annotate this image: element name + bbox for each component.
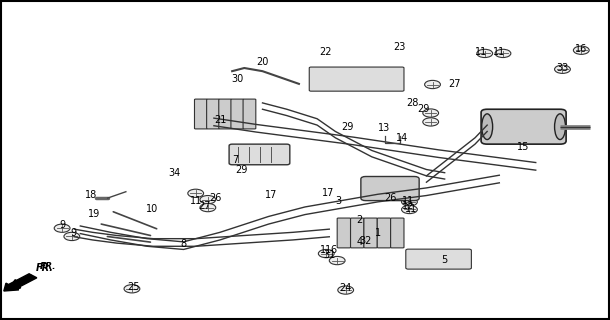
Text: 29: 29 [342,122,354,132]
Circle shape [401,198,417,206]
FancyBboxPatch shape [351,218,364,248]
Text: 9: 9 [70,228,76,238]
Text: 11: 11 [405,204,417,214]
FancyBboxPatch shape [219,99,232,129]
Circle shape [64,232,80,241]
Text: 11: 11 [402,196,414,206]
FancyBboxPatch shape [231,99,243,129]
Text: 8: 8 [181,239,187,249]
Text: 18: 18 [85,190,98,200]
FancyBboxPatch shape [195,99,207,129]
Ellipse shape [482,114,493,140]
Circle shape [573,46,589,54]
Text: 28: 28 [406,98,418,108]
Circle shape [318,250,334,258]
Text: 12: 12 [402,201,414,211]
Text: 31: 31 [323,250,336,260]
Text: 2: 2 [356,215,363,225]
Text: 6: 6 [331,245,337,255]
Text: 11: 11 [493,47,506,57]
Circle shape [200,196,216,204]
Text: 26: 26 [384,193,396,203]
Text: 29: 29 [417,104,429,114]
Circle shape [338,286,354,294]
Circle shape [200,204,216,212]
Circle shape [54,224,70,232]
Circle shape [423,109,439,117]
Text: 30: 30 [231,74,243,84]
Text: 27: 27 [448,79,461,89]
Circle shape [477,49,493,58]
FancyBboxPatch shape [481,109,566,144]
Circle shape [329,256,345,265]
Circle shape [495,49,511,58]
Text: 13: 13 [378,123,390,133]
Text: 11: 11 [475,47,487,57]
Text: 9: 9 [59,220,65,230]
FancyBboxPatch shape [390,218,404,248]
Text: 23: 23 [393,42,405,52]
Text: 10: 10 [146,204,158,214]
Circle shape [124,285,140,293]
Text: FR.: FR. [36,263,54,273]
Text: 5: 5 [442,255,448,265]
FancyBboxPatch shape [406,249,472,269]
Text: 15: 15 [517,142,530,152]
FancyArrow shape [4,274,37,291]
Text: 32: 32 [359,236,372,246]
Circle shape [425,80,440,89]
Text: 1: 1 [375,228,381,238]
FancyBboxPatch shape [243,99,256,129]
Text: 11: 11 [320,245,332,255]
Text: 17: 17 [265,190,278,200]
Text: 4: 4 [357,237,363,247]
Text: 24: 24 [340,284,352,293]
FancyBboxPatch shape [361,177,419,201]
FancyBboxPatch shape [337,218,351,248]
Circle shape [554,65,570,73]
Text: 26: 26 [209,193,221,203]
Text: 34: 34 [168,168,181,178]
FancyBboxPatch shape [207,99,220,129]
Text: 22: 22 [319,47,331,57]
Text: 21: 21 [214,115,226,125]
FancyBboxPatch shape [364,218,377,248]
FancyBboxPatch shape [377,218,390,248]
Text: 27: 27 [199,201,211,211]
FancyBboxPatch shape [309,67,404,91]
Circle shape [423,118,439,126]
Text: FR.: FR. [40,262,57,271]
Text: 3: 3 [336,196,342,206]
Text: 20: 20 [256,57,268,67]
Circle shape [401,205,417,214]
Text: 33: 33 [556,63,569,73]
Circle shape [188,189,204,197]
Text: 11: 11 [190,196,202,206]
Text: 17: 17 [322,188,334,198]
Text: 25: 25 [127,282,140,292]
Text: 14: 14 [396,133,408,143]
Text: 29: 29 [235,164,248,174]
FancyBboxPatch shape [229,144,290,165]
Text: 7: 7 [232,155,239,165]
Text: 19: 19 [88,209,101,219]
Text: 16: 16 [575,44,587,54]
Ellipse shape [554,114,565,140]
